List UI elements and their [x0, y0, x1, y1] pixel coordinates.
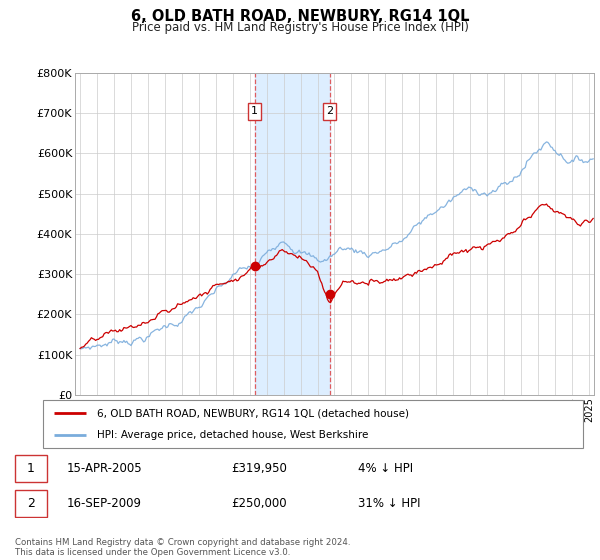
Text: Price paid vs. HM Land Registry's House Price Index (HPI): Price paid vs. HM Land Registry's House … — [131, 21, 469, 34]
Text: £250,000: £250,000 — [231, 497, 287, 510]
FancyBboxPatch shape — [15, 455, 47, 482]
FancyBboxPatch shape — [15, 489, 47, 517]
Text: 1: 1 — [27, 462, 35, 475]
Bar — [254, 73, 329, 395]
Text: 15-APR-2005: 15-APR-2005 — [67, 462, 142, 475]
Text: Contains HM Land Registry data © Crown copyright and database right 2024.
This d: Contains HM Land Registry data © Crown c… — [15, 538, 350, 557]
FancyBboxPatch shape — [43, 400, 583, 448]
Text: 1: 1 — [251, 106, 258, 116]
Text: 6, OLD BATH ROAD, NEWBURY, RG14 1QL (detached house): 6, OLD BATH ROAD, NEWBURY, RG14 1QL (det… — [97, 408, 409, 418]
Text: 2: 2 — [326, 106, 333, 116]
Text: 4% ↓ HPI: 4% ↓ HPI — [358, 462, 413, 475]
Text: £319,950: £319,950 — [231, 462, 287, 475]
Text: HPI: Average price, detached house, West Berkshire: HPI: Average price, detached house, West… — [97, 430, 368, 440]
Text: 16-SEP-2009: 16-SEP-2009 — [67, 497, 142, 510]
Text: 31% ↓ HPI: 31% ↓ HPI — [358, 497, 420, 510]
Text: 2: 2 — [27, 497, 35, 510]
Text: 6, OLD BATH ROAD, NEWBURY, RG14 1QL: 6, OLD BATH ROAD, NEWBURY, RG14 1QL — [131, 9, 469, 24]
